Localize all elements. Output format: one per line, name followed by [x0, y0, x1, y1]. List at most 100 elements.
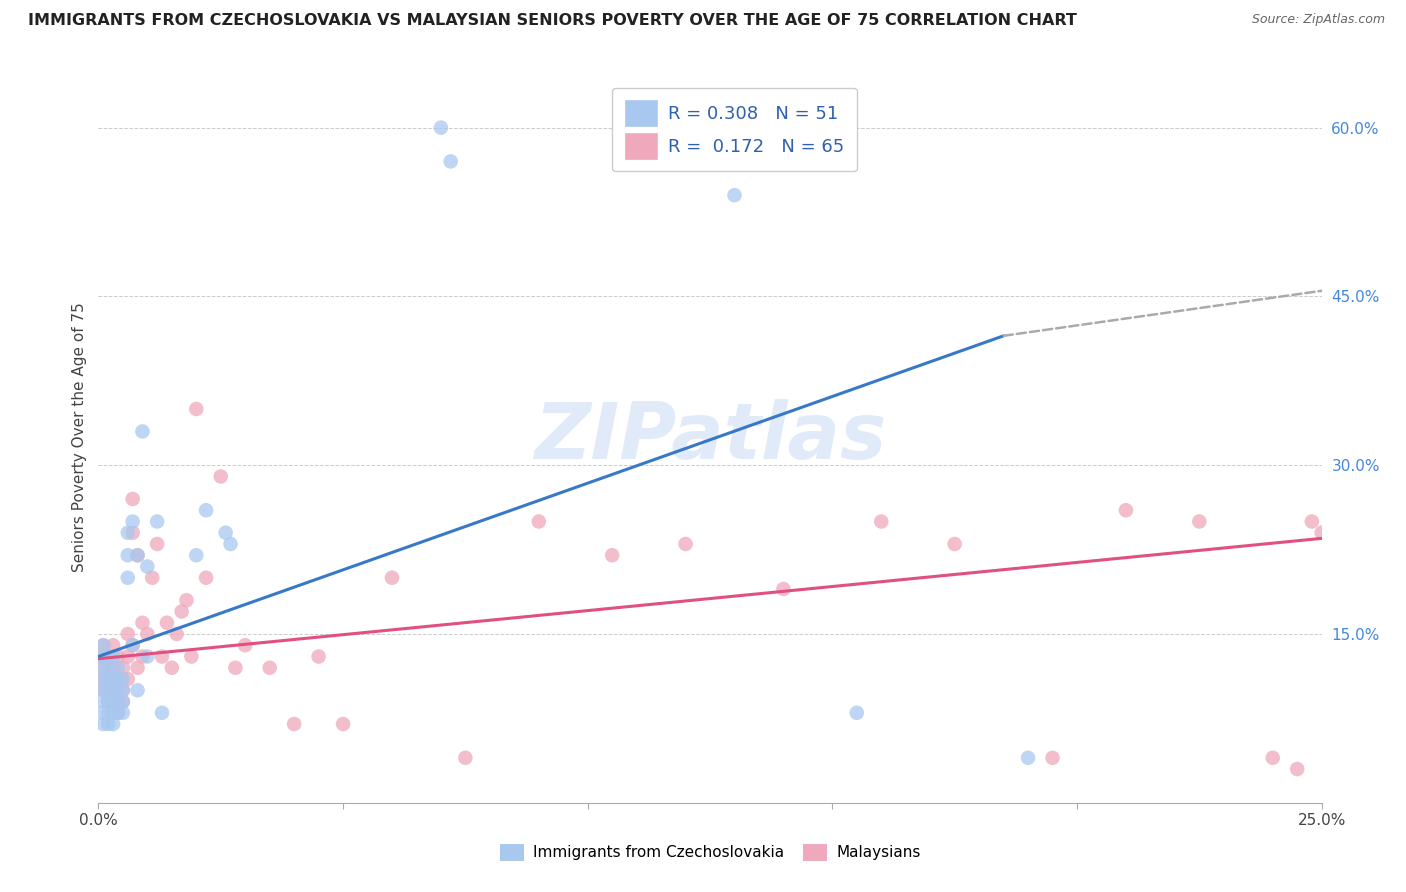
Point	[454, 751, 477, 765]
Point	[127, 683, 149, 698]
Point	[259, 661, 281, 675]
Point	[101, 717, 124, 731]
Point	[131, 615, 153, 630]
Point	[107, 672, 129, 686]
Point	[101, 683, 124, 698]
Point	[146, 515, 169, 529]
Point	[675, 537, 697, 551]
Point	[91, 638, 114, 652]
Point	[156, 615, 179, 630]
Point	[176, 593, 198, 607]
Point	[219, 537, 242, 551]
Point	[1261, 751, 1284, 765]
Legend: Immigrants from Czechoslovakia, Malaysians: Immigrants from Czechoslovakia, Malaysia…	[492, 837, 928, 868]
Point	[430, 120, 453, 135]
Point	[195, 571, 218, 585]
Point	[943, 537, 966, 551]
Point	[91, 683, 114, 698]
Point	[111, 706, 134, 720]
Point	[1286, 762, 1309, 776]
Point	[723, 188, 745, 202]
Point	[97, 672, 120, 686]
Point	[117, 649, 139, 664]
Point	[97, 694, 120, 708]
Y-axis label: Seniors Poverty Over the Age of 75: Seniors Poverty Over the Age of 75	[72, 302, 87, 572]
Point	[527, 515, 550, 529]
Point	[111, 683, 134, 698]
Point	[101, 672, 124, 686]
Point	[127, 548, 149, 562]
Point	[91, 694, 114, 708]
Point	[131, 649, 153, 664]
Point	[97, 683, 120, 698]
Point	[91, 661, 114, 675]
Text: ZIPatlas: ZIPatlas	[534, 399, 886, 475]
Point	[121, 638, 143, 652]
Point	[1310, 525, 1333, 540]
Point	[97, 672, 120, 686]
Point	[91, 649, 114, 664]
Point	[97, 694, 120, 708]
Point	[1042, 751, 1064, 765]
Point	[97, 661, 120, 675]
Point	[160, 661, 183, 675]
Point	[107, 683, 129, 698]
Point	[111, 661, 134, 675]
Point	[107, 706, 129, 720]
Point	[283, 717, 305, 731]
Point	[845, 706, 868, 720]
Point	[111, 694, 134, 708]
Point	[121, 525, 143, 540]
Point	[111, 683, 134, 698]
Point	[117, 627, 139, 641]
Point	[332, 717, 354, 731]
Point	[97, 717, 120, 731]
Point	[150, 706, 173, 720]
Point	[91, 683, 114, 698]
Point	[381, 571, 404, 585]
Point	[141, 571, 163, 585]
Point	[600, 548, 623, 562]
Point	[209, 469, 232, 483]
Point	[146, 537, 169, 551]
Point	[91, 638, 114, 652]
Point	[136, 627, 159, 641]
Point	[101, 706, 124, 720]
Point	[186, 548, 208, 562]
Point	[107, 672, 129, 686]
Point	[136, 559, 159, 574]
Point	[101, 694, 124, 708]
Point	[233, 638, 256, 652]
Point	[107, 661, 129, 675]
Point	[127, 661, 149, 675]
Text: Source: ZipAtlas.com: Source: ZipAtlas.com	[1251, 13, 1385, 27]
Point	[180, 649, 202, 664]
Point	[121, 515, 143, 529]
Point	[150, 649, 173, 664]
Point	[107, 694, 129, 708]
Point	[121, 491, 143, 506]
Point	[101, 661, 124, 675]
Point	[111, 694, 134, 708]
Point	[91, 649, 114, 664]
Point	[101, 649, 124, 664]
Point	[91, 717, 114, 731]
Point	[166, 627, 188, 641]
Point	[101, 672, 124, 686]
Point	[170, 605, 193, 619]
Point	[107, 706, 129, 720]
Point	[91, 672, 114, 686]
Point	[1188, 515, 1211, 529]
Point	[117, 672, 139, 686]
Point	[1115, 503, 1137, 517]
Point	[186, 401, 208, 416]
Point	[440, 154, 463, 169]
Point	[214, 525, 236, 540]
Point	[224, 661, 246, 675]
Point	[101, 638, 124, 652]
Point	[308, 649, 330, 664]
Point	[97, 661, 120, 675]
Point	[97, 649, 120, 664]
Point	[101, 683, 124, 698]
Point	[117, 548, 139, 562]
